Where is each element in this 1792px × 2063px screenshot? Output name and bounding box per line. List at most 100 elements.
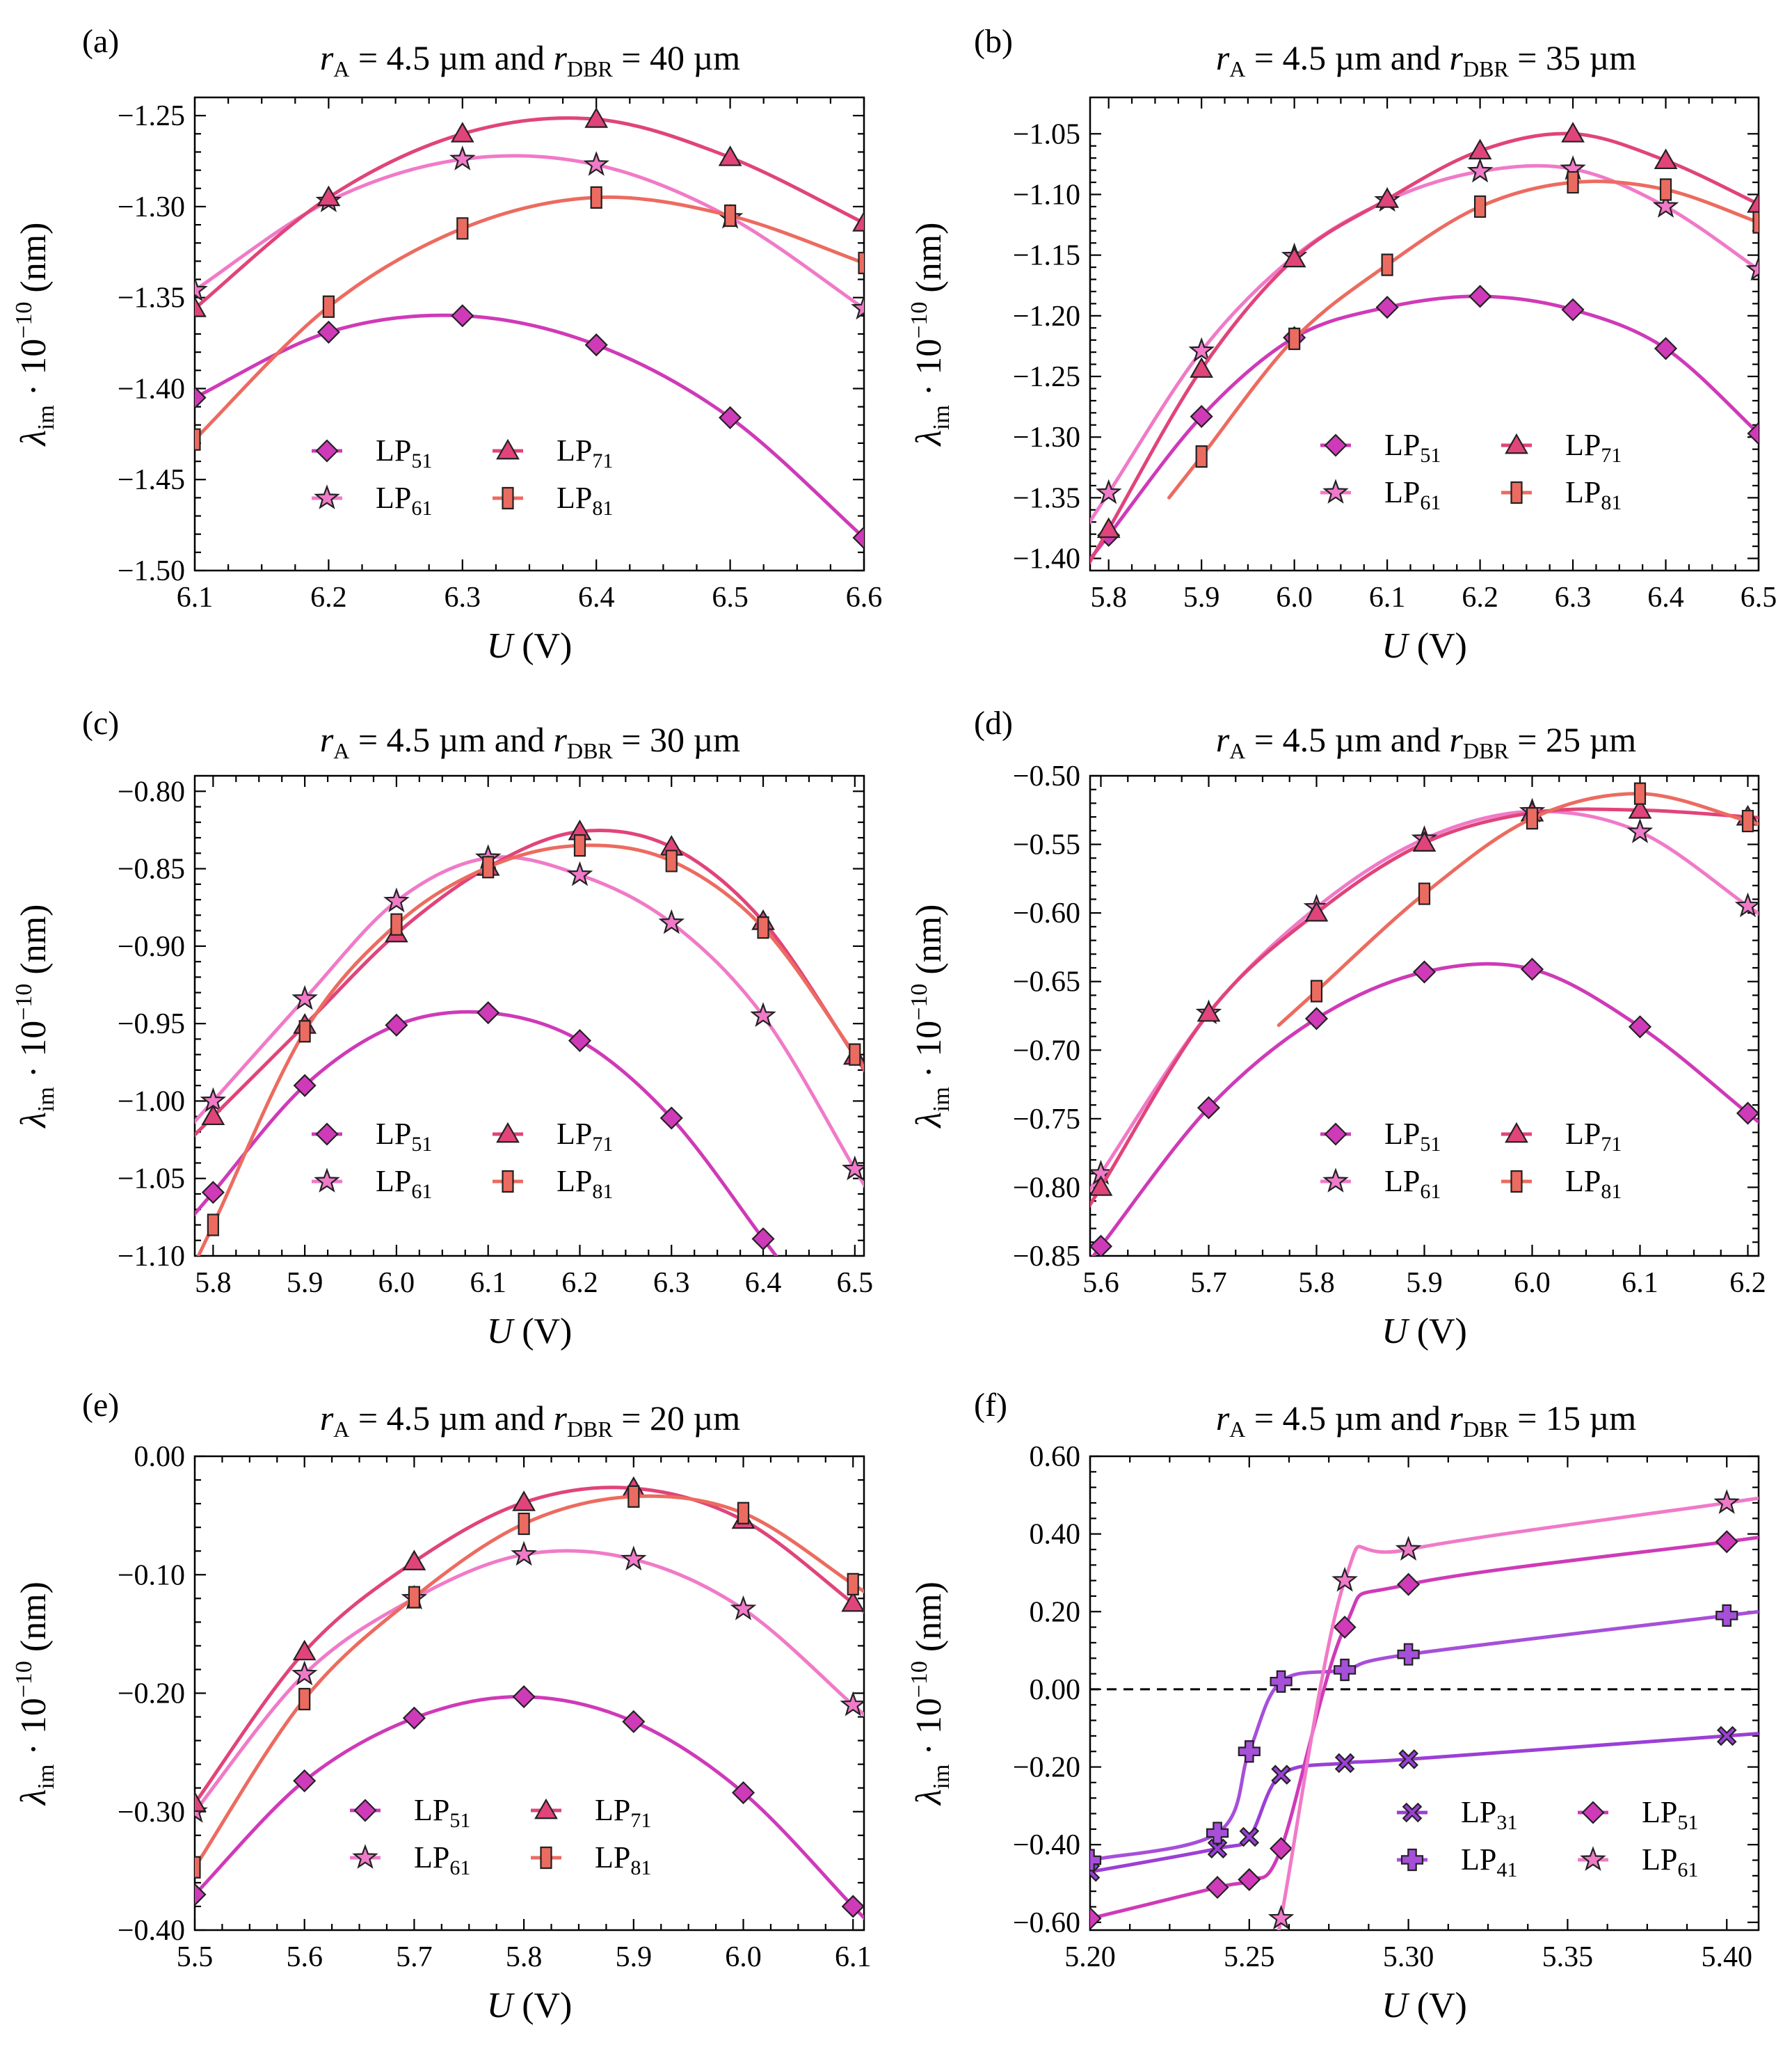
legend-marker-lp51 (1324, 433, 1347, 457)
x-tick-label: 5.8 (195, 1267, 232, 1299)
data-point-lp51 (1333, 1616, 1357, 1639)
data-point-lp41 (1334, 1658, 1357, 1682)
data-point-lp81 (298, 1687, 311, 1711)
y-tick-label: −0.95 (118, 1008, 185, 1040)
x-tick-label: 6.1 (470, 1267, 506, 1299)
y-tick-label: −0.55 (1013, 829, 1080, 861)
data-point-lp81 (1381, 253, 1393, 276)
y-axis-unit: (nm) (909, 222, 949, 301)
data-point-lp71 (852, 211, 864, 232)
legend-marker-lp51 (315, 439, 339, 463)
data-point-lp51 (1190, 405, 1213, 429)
y-axis-label: λim · 10−10 (nm) (11, 222, 59, 447)
title-r: r (1216, 720, 1230, 759)
legend-label-base: LP (557, 1117, 592, 1151)
legend-marker-lp71 (496, 438, 520, 460)
plot-area (195, 107, 864, 550)
legend-marker-lp61 (314, 484, 340, 509)
title-sub-dbr: DBR (567, 738, 613, 763)
y-tick-label: −1.00 (118, 1085, 185, 1117)
data-point-lp81 (482, 856, 495, 879)
y-axis-sup: −10 (11, 302, 37, 339)
y-tick-label: −1.05 (1013, 118, 1080, 150)
legend-label: LP61 (376, 1164, 432, 1203)
legend-label-sub: 61 (1420, 491, 1441, 514)
chart-title: rA = 4.5 µm and rDBR = 25 µm (1216, 720, 1636, 763)
y-tick-label: −0.90 (118, 931, 185, 963)
y-tick-label: −0.60 (1013, 1907, 1080, 1939)
panel-letter: (c) (82, 705, 119, 742)
x-axis-symbol: U (1382, 626, 1410, 666)
data-point-lp61 (511, 1540, 537, 1566)
data-point-lp71 (292, 1639, 317, 1661)
y-tick-label: −0.40 (1013, 1829, 1080, 1861)
legend-label-sub: 51 (411, 449, 432, 472)
title-mid: = 4.5 µm and (1245, 38, 1449, 77)
legend-marker-lp81 (502, 486, 514, 510)
data-point-lp81 (390, 913, 403, 936)
legend-label: LP41 (1461, 1842, 1517, 1881)
legend-label: LP51 (1384, 1117, 1441, 1156)
data-point-lp61 (658, 909, 685, 934)
y-tick-label: −1.50 (118, 555, 185, 587)
legend-label-base: LP (595, 1793, 630, 1827)
data-point-lp61 (1734, 892, 1759, 918)
legend-label-sub: 51 (1420, 1133, 1441, 1156)
x-tick-label: 5.6 (1082, 1267, 1119, 1299)
series-line-lp81 (1167, 180, 1759, 500)
data-point-lp41 (1238, 1740, 1261, 1763)
plot-area (1090, 122, 1759, 565)
data-point-lp81 (207, 1213, 219, 1236)
data-point-lp61 (841, 1155, 864, 1181)
legend-label: LP81 (1565, 475, 1622, 514)
y-axis-symbol: λ (14, 430, 54, 447)
data-point-lp71 (584, 107, 609, 128)
legend-label-base: LP (557, 433, 592, 468)
y-axis-label: λim · 10−10 (nm) (906, 904, 954, 1129)
y-tick-label: −0.80 (1013, 1172, 1080, 1204)
x-axis-label: U (V) (487, 1312, 573, 1351)
series-line-lp61 (195, 154, 864, 311)
legend-marker-lp51 (1324, 1122, 1347, 1146)
x-tick-label: 6.2 (561, 1267, 598, 1299)
y-tick-label: −1.15 (1013, 240, 1080, 272)
legend-label-base: LP (1642, 1795, 1677, 1829)
data-point-lp81 (737, 1502, 750, 1524)
panel-letter: (b) (974, 23, 1013, 60)
data-point-lp51 (293, 1769, 317, 1793)
series-line-lp51 (195, 313, 864, 541)
x-axis-symbol: U (487, 1986, 515, 2025)
x-tick-label: 5.9 (616, 1941, 653, 1973)
x-axis-unit: (V) (1408, 626, 1467, 666)
data-point-lp41 (1715, 1604, 1738, 1627)
x-axis-unit: (V) (513, 1312, 572, 1351)
data-point-lp81 (627, 1485, 640, 1508)
legend-label-sub: 81 (592, 497, 613, 520)
legend-label-base: LP (595, 1840, 630, 1874)
legend-label: LP71 (1565, 428, 1622, 467)
title-r2: r (554, 1399, 568, 1437)
legend-marker-lp61 (1322, 1168, 1349, 1193)
x-tick-label: 6.3 (1555, 582, 1592, 614)
x-tick-label: 5.20 (1064, 1941, 1116, 1973)
data-point-lp51 (1375, 296, 1399, 319)
series-line-lp51 (195, 1695, 864, 1920)
data-point-lp61 (1713, 1489, 1740, 1514)
x-tick-label: 6.1 (835, 1941, 872, 1973)
series-line-lp61 (1090, 164, 1759, 525)
legend-label-base: LP (1642, 1842, 1677, 1877)
data-point-lp81 (1659, 178, 1672, 201)
panel-e: (e) rA = 4.5 µm and rDBR = 20 µm5.5 5.6 5.7… (11, 1387, 872, 2025)
title-sub-a: A (333, 56, 349, 81)
data-point-lp61 (730, 1595, 757, 1620)
data-point-lp81 (298, 1020, 311, 1043)
legend-marker-lp51 (353, 1799, 377, 1822)
y-axis-unit: (nm) (909, 1582, 949, 1661)
y-tick-label: −0.75 (1013, 1104, 1080, 1136)
series-line-lp81 (196, 843, 864, 1256)
title-r: r (320, 720, 334, 759)
data-point-lp41 (1206, 1822, 1229, 1845)
y-tick-label: −0.85 (118, 854, 185, 886)
legend-marker-lp41 (1400, 1848, 1424, 1872)
